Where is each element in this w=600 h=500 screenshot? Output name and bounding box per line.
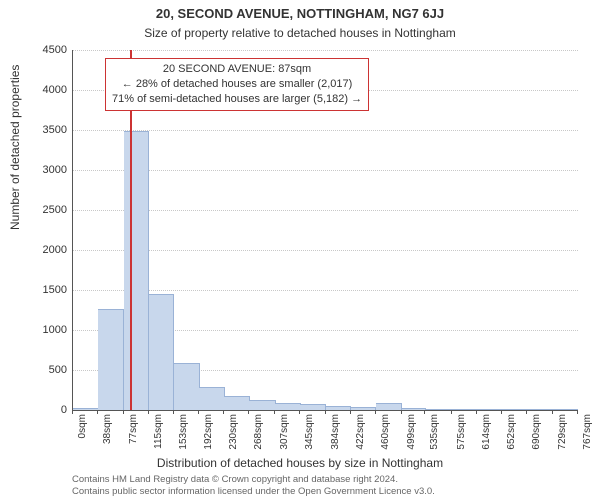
x-tick-mark — [552, 410, 553, 414]
x-tick-mark — [577, 410, 578, 414]
chart-title-subtitle: Size of property relative to detached ho… — [0, 26, 600, 40]
x-tick-label: 767sqm — [582, 414, 593, 454]
x-tick-mark — [148, 410, 149, 414]
histogram-bar — [502, 409, 528, 410]
x-tick-label: 230sqm — [228, 414, 239, 454]
y-tick-label: 1000 — [7, 324, 67, 336]
y-tick-label: 3500 — [7, 124, 67, 136]
histogram-bar — [275, 403, 301, 410]
annotation-line-1: 20 SECOND AVENUE: 87sqm — [112, 62, 362, 77]
x-tick-label: 153sqm — [178, 414, 189, 454]
histogram-bar — [425, 409, 452, 410]
credits-line-2: Contains public sector information licen… — [72, 486, 435, 498]
histogram-bar — [249, 400, 275, 410]
x-tick-mark — [451, 410, 452, 414]
histogram-bar — [527, 409, 553, 410]
x-tick-mark — [198, 410, 199, 414]
annotation-line-2: ← 28% of detached houses are smaller (2,… — [112, 77, 362, 92]
x-tick-label: 268sqm — [253, 414, 264, 454]
x-tick-mark — [476, 410, 477, 414]
x-tick-label: 535sqm — [429, 414, 440, 454]
histogram-bar — [351, 407, 377, 410]
histogram-bar — [477, 409, 503, 410]
annotation-box: 20 SECOND AVENUE: 87sqm ← 28% of detache… — [105, 58, 369, 111]
histogram-bar — [402, 408, 426, 410]
x-tick-label: 115sqm — [153, 414, 164, 454]
x-tick-label: 345sqm — [304, 414, 315, 454]
histogram-bar — [452, 409, 478, 410]
x-tick-label: 384sqm — [330, 414, 341, 454]
y-tick-label: 4000 — [7, 84, 67, 96]
chart-title-address: 20, SECOND AVENUE, NOTTINGHAM, NG7 6JJ — [0, 6, 600, 21]
y-tick-label: 2000 — [7, 244, 67, 256]
x-tick-mark — [274, 410, 275, 414]
histogram-bar — [149, 294, 175, 410]
y-tick-label: 500 — [7, 364, 67, 376]
x-tick-mark — [72, 410, 73, 414]
x-tick-mark — [97, 410, 98, 414]
x-tick-label: 192sqm — [203, 414, 214, 454]
y-tick-label: 3000 — [7, 164, 67, 176]
y-tick-label: 4500 — [7, 44, 67, 56]
x-tick-label: 575sqm — [456, 414, 467, 454]
histogram-bar — [73, 408, 99, 410]
x-tick-mark — [501, 410, 502, 414]
x-tick-mark — [248, 410, 249, 414]
x-tick-label: 460sqm — [380, 414, 391, 454]
x-tick-mark — [401, 410, 402, 414]
annotation-line-3: 71% of semi-detached houses are larger (… — [112, 92, 362, 107]
x-tick-mark — [526, 410, 527, 414]
y-tick-label: 2500 — [7, 204, 67, 216]
y-tick-label: 1500 — [7, 284, 67, 296]
x-tick-label: 499sqm — [406, 414, 417, 454]
x-tick-mark — [173, 410, 174, 414]
x-tick-mark — [325, 410, 326, 414]
x-tick-mark — [223, 410, 224, 414]
y-tick-label: 0 — [7, 404, 67, 416]
x-tick-label: 77sqm — [128, 414, 139, 454]
x-tick-label: 38sqm — [102, 414, 113, 454]
x-tick-mark — [123, 410, 124, 414]
x-axis-label: Distribution of detached houses by size … — [0, 456, 600, 470]
credits: Contains HM Land Registry data © Crown c… — [72, 474, 435, 498]
x-tick-label: 614sqm — [481, 414, 492, 454]
histogram-bar — [98, 309, 124, 410]
histogram-bar — [300, 404, 326, 410]
x-tick-mark — [299, 410, 300, 414]
x-tick-label: 652sqm — [506, 414, 517, 454]
histogram-bar — [124, 131, 150, 410]
x-tick-mark — [350, 410, 351, 414]
x-tick-label: 690sqm — [531, 414, 542, 454]
x-tick-label: 0sqm — [77, 414, 88, 454]
x-tick-mark — [424, 410, 425, 414]
histogram-bar — [376, 403, 402, 410]
credits-line-1: Contains HM Land Registry data © Crown c… — [72, 474, 435, 486]
histogram-bar — [224, 396, 250, 410]
x-tick-mark — [375, 410, 376, 414]
x-tick-label: 307sqm — [279, 414, 290, 454]
histogram-bar — [199, 387, 225, 410]
histogram-bar — [553, 409, 579, 410]
x-tick-label: 422sqm — [355, 414, 366, 454]
gridline — [73, 50, 578, 51]
histogram-bar — [326, 406, 352, 410]
x-tick-label: 729sqm — [557, 414, 568, 454]
histogram-bar — [174, 363, 200, 410]
